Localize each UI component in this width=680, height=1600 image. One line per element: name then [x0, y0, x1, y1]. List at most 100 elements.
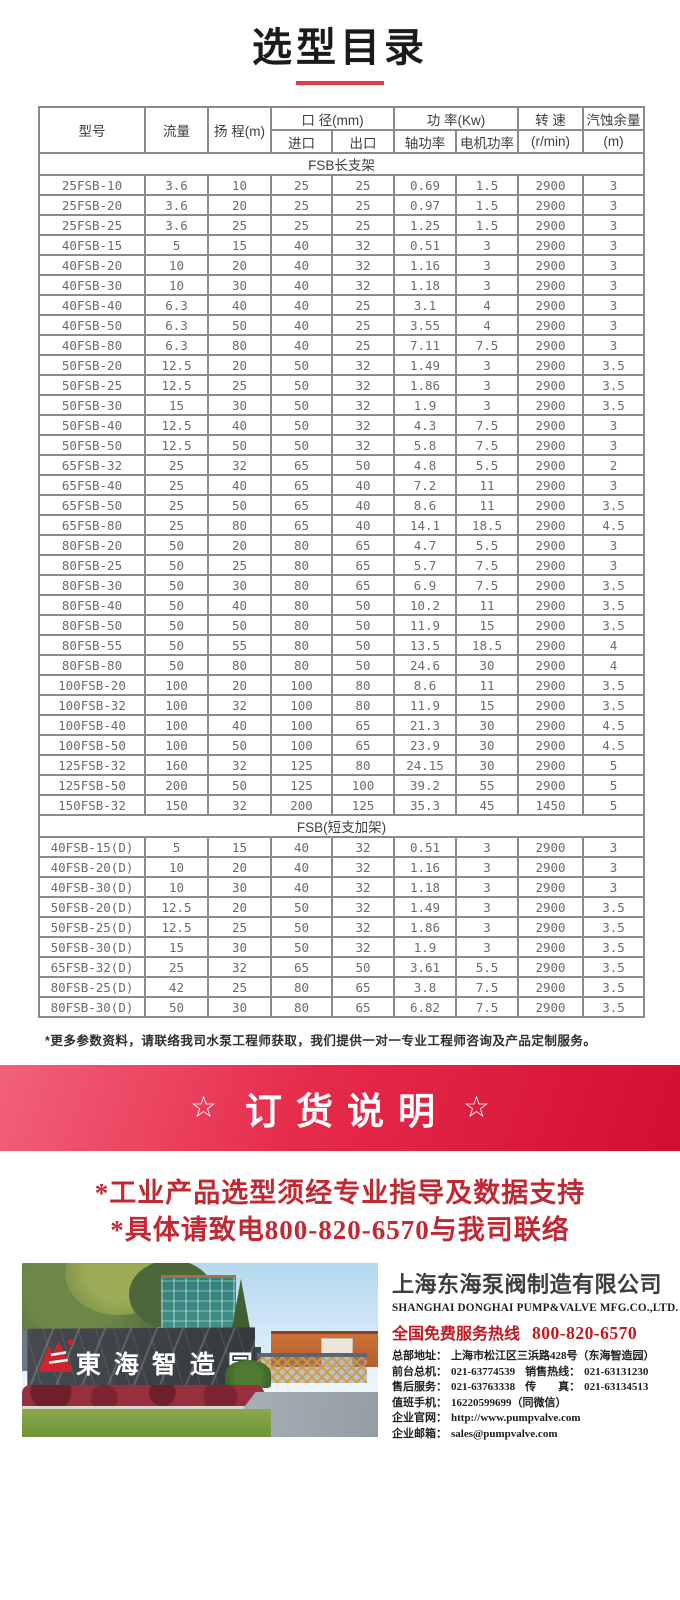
value-cell: 30 [207, 876, 272, 898]
model-cell: 80FSB-50 [38, 614, 146, 636]
value-cell: 80 [270, 634, 333, 656]
value-cell: 3 [455, 354, 520, 376]
value-cell: 15 [144, 936, 209, 958]
value-cell: 25 [144, 494, 209, 516]
value-cell: 3 [582, 214, 646, 236]
value-cell: 25 [270, 174, 333, 196]
model-cell: 50FSB-50 [38, 434, 146, 456]
value-cell: 200 [144, 774, 209, 796]
value-cell: 2900 [517, 694, 585, 716]
value-cell: 3.5 [582, 394, 646, 416]
value-cell: 25 [330, 294, 396, 316]
value-cell: 3 [582, 434, 646, 456]
table-row: 65FSB-50 25 50 65 40 8.6 11 2900 3.5 [38, 494, 646, 516]
value-cell: 80 [270, 996, 333, 1018]
value-cell: 50 [270, 896, 333, 918]
value-cell: 32 [330, 354, 396, 376]
contact-line: 售后服务： 021-63763338 传 真： 021-63134513 [392, 1380, 678, 1396]
value-cell: 2900 [517, 836, 585, 858]
table-row: 50FSB-50 12.5 50 50 32 5.8 7.5 2900 3 [38, 434, 646, 456]
model-cell: 125FSB-32 [38, 754, 146, 776]
value-cell: 30 [207, 274, 272, 296]
header-row-1: 型号 流量 扬 程(m) 口 径(mm) 功 率(Kw) 转 速 汽蚀余量 [38, 106, 646, 154]
value-cell: 50 [330, 634, 396, 656]
value-cell: 40 [207, 594, 272, 616]
table-row: 100FSB-40 100 40 100 65 21.3 30 2900 4.5 [38, 714, 646, 736]
value-cell: 7.5 [455, 574, 520, 596]
value-cell: 6.3 [144, 294, 209, 316]
value-cell: 25 [144, 474, 209, 496]
value-cell: 100 [270, 674, 333, 696]
value-cell: 2900 [517, 514, 585, 536]
value-cell: 30 [207, 394, 272, 416]
value-cell: 4.5 [582, 514, 646, 536]
value-cell: 3.5 [582, 936, 646, 958]
value-cell: 6.3 [144, 334, 209, 356]
value-cell: 3.61 [393, 956, 458, 978]
value-cell: 10 [144, 254, 209, 276]
value-cell: 7.11 [393, 334, 458, 356]
value-cell: 7.2 [393, 474, 458, 496]
value-cell: 15 [144, 394, 209, 416]
value-cell: 65 [330, 734, 396, 756]
model-cell: 40FSB-80 [38, 334, 146, 356]
value-cell: 4.3 [393, 414, 458, 436]
value-cell: 100 [270, 734, 333, 756]
value-cell: 3 [455, 394, 520, 416]
value-cell: 3.1 [393, 294, 458, 316]
value-cell: 5 [582, 754, 646, 776]
value-cell: 2900 [517, 494, 585, 516]
value-cell: 50 [330, 654, 396, 676]
notice-line-1: *工业产品选型须经专业指导及数据支持 [94, 1178, 586, 1208]
value-cell: 3.6 [144, 214, 209, 236]
value-cell: 2900 [517, 574, 585, 596]
value-cell: 40 [270, 314, 333, 336]
value-cell: 2900 [517, 394, 585, 416]
notice-line-2: *具体请致电800-820-6570与我司联络 [110, 1215, 570, 1245]
col-header-head: 扬 程(m) [207, 106, 272, 154]
value-cell: 3.5 [582, 896, 646, 918]
contact-value: 021-63131230 [584, 1365, 649, 1378]
selection-table: 型号 流量 扬 程(m) 口 径(mm) 功 率(Kw) 转 速 汽蚀余量 进口… [37, 106, 646, 1018]
value-cell: 5.8 [393, 434, 458, 456]
value-cell: 1.49 [393, 896, 458, 918]
model-cell: 65FSB-80 [38, 514, 146, 536]
value-cell: 25 [207, 374, 272, 396]
model-cell: 80FSB-80 [38, 654, 146, 676]
value-cell: 80 [330, 754, 396, 776]
table-row: 100FSB-20 100 20 100 80 8.6 11 2900 3.5 [38, 674, 646, 696]
value-cell: 40 [330, 474, 396, 496]
value-cell: 10 [144, 856, 209, 878]
value-cell: 80 [270, 654, 333, 676]
value-cell: 2900 [517, 334, 585, 356]
table-header: 型号 流量 扬 程(m) 口 径(mm) 功 率(Kw) 转 速 汽蚀余量 进口… [38, 106, 646, 154]
value-cell: 5 [582, 774, 646, 796]
value-cell: 50 [144, 574, 209, 596]
contact-line: 前台总机： 021-63774539 销售热线： 021-63131230 [392, 1365, 678, 1381]
col-header-diameter: 口 径(mm) [269, 106, 396, 131]
value-cell: 25 [330, 314, 396, 336]
model-cell: 65FSB-50 [38, 494, 146, 516]
value-cell: 1.9 [393, 936, 458, 958]
value-cell: 25 [144, 514, 209, 536]
value-cell: 1.86 [393, 916, 458, 938]
value-cell: 3.8 [393, 976, 458, 998]
contact-line: 企业官网： http://www.pumpvalve.com [392, 1411, 678, 1427]
value-cell: 3 [582, 414, 646, 436]
model-cell: 80FSB-30(D) [38, 996, 146, 1018]
value-cell: 40 [270, 294, 333, 316]
section-label: FSB长支架 [37, 152, 646, 176]
col-header-flow: 流量 [144, 106, 209, 154]
value-cell: 100 [270, 714, 333, 736]
value-cell: 25 [144, 454, 209, 476]
value-cell: 65 [330, 574, 396, 596]
value-cell: 11 [455, 494, 520, 516]
value-cell: 2900 [517, 234, 585, 256]
value-cell: 40 [270, 234, 333, 256]
contact-value: 021-63774539 [451, 1365, 516, 1378]
value-cell: 3 [582, 174, 646, 196]
value-cell: 50 [330, 614, 396, 636]
value-cell: 65 [330, 976, 396, 998]
value-cell: 65 [270, 474, 333, 496]
value-cell: 50 [144, 534, 209, 556]
